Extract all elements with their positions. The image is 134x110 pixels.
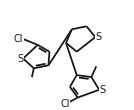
Text: S: S — [17, 54, 23, 64]
Text: Cl: Cl — [14, 34, 23, 44]
Text: Cl: Cl — [60, 99, 70, 109]
Text: S: S — [99, 85, 105, 95]
Text: S: S — [95, 32, 101, 42]
